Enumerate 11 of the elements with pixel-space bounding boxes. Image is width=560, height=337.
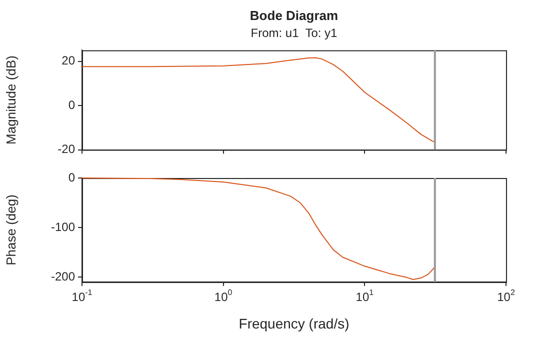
y-tick-label: 20	[62, 54, 76, 68]
y-tick-label: -200	[50, 269, 76, 284]
y-tick-label: -100	[50, 220, 76, 234]
y-tick-label: 0	[68, 170, 76, 184]
y-tick-label: -20	[58, 142, 76, 156]
y-tick-label: 0	[68, 98, 76, 112]
chart-title: Bode Diagram	[248, 8, 340, 23]
x-axis-title: Frequency (rad/s)	[238, 315, 350, 332]
y-axis-title: Phase (deg)	[3, 194, 18, 266]
chart-subtitle: From: u1 To: y1	[250, 26, 338, 40]
y-axis-title: Magnitude (dB)	[3, 56, 18, 144]
